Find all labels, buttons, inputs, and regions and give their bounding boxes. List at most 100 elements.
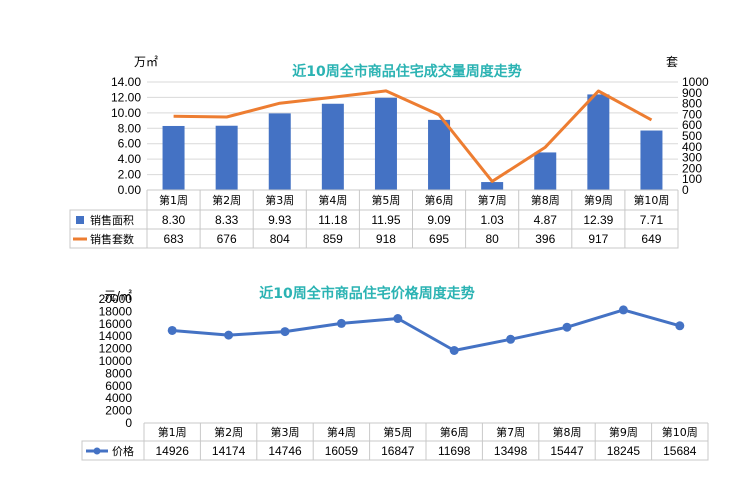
chart1-y2-tick: 0 xyxy=(682,183,689,197)
chart1-y2-tick: 500 xyxy=(682,129,702,143)
chart1-y-tick: 12.00 xyxy=(111,90,141,104)
chart1-bar xyxy=(534,152,557,190)
chart1-data-label: 1.03 xyxy=(480,213,504,227)
chart2-point xyxy=(675,321,685,331)
chart1-data-label: 8.30 xyxy=(162,213,186,227)
chart2-data-label: 16847 xyxy=(381,444,415,458)
chart1-bar xyxy=(162,125,185,190)
chart1-category-label: 第5周 xyxy=(371,193,400,207)
chart2-category-label: 第8周 xyxy=(553,425,582,439)
chart2-y-tick: 12000 xyxy=(99,342,133,356)
chart1-category-label: 第4周 xyxy=(318,193,347,207)
chart1-y2-tick: 100 xyxy=(682,172,702,186)
chart1-category-label: 第3周 xyxy=(265,193,294,207)
chart1-y-tick: 14.00 xyxy=(111,75,141,89)
chart1-title: 近10周全市商品住宅成交量周度走势 xyxy=(292,63,521,80)
chart1-data-label: 859 xyxy=(323,232,343,246)
chart1-left-unit: 万㎡ xyxy=(134,55,158,69)
chart1-data-label: 9.93 xyxy=(268,213,292,227)
chart1-y2-tick: 800 xyxy=(682,97,702,111)
chart1-y-tick: 8.00 xyxy=(118,121,142,135)
chart1-y2-tick: 700 xyxy=(682,107,702,121)
chart2-category-label: 第1周 xyxy=(158,425,187,439)
chart2-category-label: 第9周 xyxy=(609,425,638,439)
chart1-data-label: 918 xyxy=(376,232,396,246)
chart1-data-label: 917 xyxy=(588,232,608,246)
chart1-y-tick: 10.00 xyxy=(111,106,141,120)
chart1-series-line xyxy=(173,89,653,183)
chart2-category-label: 第7周 xyxy=(496,425,525,439)
chart1-category-label: 第7周 xyxy=(478,193,507,207)
chart2-y-tick: 8000 xyxy=(105,366,132,380)
chart2-point xyxy=(393,314,403,324)
chart1-bar xyxy=(215,125,238,190)
chart1-y-tick: 0.00 xyxy=(118,183,142,197)
chart2-y-tick: 20000 xyxy=(99,292,133,306)
chart2-series-line xyxy=(172,308,681,352)
chart2-category-label: 第5周 xyxy=(383,425,412,439)
chart2-y-tick: 2000 xyxy=(105,404,132,418)
chart1-data-label: 11.18 xyxy=(318,213,347,227)
chart1-legend-name: 销售套数 xyxy=(90,232,134,246)
chart2-y-tick: 10000 xyxy=(99,354,133,368)
chart1-bar xyxy=(428,119,451,190)
chart2-category-label: 第4周 xyxy=(327,425,356,439)
chart1-data-label: 4.87 xyxy=(534,213,558,227)
chart1-y2-tick: 300 xyxy=(682,151,702,165)
chart1-category-label: 第8周 xyxy=(531,193,560,207)
chart1-data-label: 80 xyxy=(485,232,499,246)
chart2-y-tick: 16000 xyxy=(99,317,133,331)
chart1-bar xyxy=(321,103,344,190)
chart2-data-label: 15447 xyxy=(550,444,584,458)
chart1-legend-name: 销售面积 xyxy=(90,213,134,227)
chart2-y-tick: 6000 xyxy=(105,379,132,393)
chart1-category-label: 第9周 xyxy=(584,193,613,207)
chart1-data-label: 396 xyxy=(535,232,555,246)
chart1-y-tick: 6.00 xyxy=(118,137,142,151)
chart2-point xyxy=(618,305,628,315)
chart2-point xyxy=(449,345,459,355)
chart2-data-label: 14926 xyxy=(156,444,190,458)
chart1-bar xyxy=(481,182,504,190)
chart1-y-tick: 2.00 xyxy=(118,168,142,182)
chart1-data-label: 9.09 xyxy=(427,213,451,227)
chart2-point xyxy=(336,318,346,328)
chart1-y2-tick: 200 xyxy=(682,161,702,175)
chart2-title: 近10周全市商品住宅价格周度走势 xyxy=(259,285,474,302)
chart1-data-label: 12.39 xyxy=(583,213,613,227)
chart2-point xyxy=(506,334,516,344)
chart1-y2-tick: 900 xyxy=(682,86,702,100)
chart1-bar xyxy=(374,97,397,190)
chart1-bar xyxy=(640,130,663,190)
chart2-category-label: 第3周 xyxy=(271,425,300,439)
chart1-y2-tick: 600 xyxy=(682,118,702,132)
chart1-data-label: 683 xyxy=(164,232,184,246)
chart1-data-label: 8.33 xyxy=(215,213,239,227)
chart2-data-label: 13498 xyxy=(494,444,528,458)
chart1-data-label: 676 xyxy=(217,232,237,246)
chart1-right-unit: 套 xyxy=(666,55,678,69)
chart2-data-label: 15684 xyxy=(663,444,697,458)
chart1-y-tick: 4.00 xyxy=(118,152,142,166)
chart2-point xyxy=(224,330,234,340)
chart1-data-label: 804 xyxy=(270,232,290,246)
chart1-data-label: 11.95 xyxy=(371,213,400,227)
chart2-y-tick: 0 xyxy=(125,416,132,430)
chart2-y-tick: 4000 xyxy=(105,391,132,405)
chart1-legend-swatch-bar xyxy=(76,216,84,224)
chart2-data-label: 14746 xyxy=(268,444,302,458)
chart1-y2-tick: 400 xyxy=(682,140,702,154)
chart1-category-label: 第2周 xyxy=(212,193,241,207)
chart2-point xyxy=(167,325,177,335)
chart2-category-label: 第6周 xyxy=(440,425,469,439)
chart2-data-label: 18245 xyxy=(607,444,641,458)
chart2-data-label: 16059 xyxy=(325,444,359,458)
chart1-category-label: 第6周 xyxy=(425,193,454,207)
chart2-legend-name: 价格 xyxy=(112,444,134,458)
chart1-bar xyxy=(268,113,291,190)
chart2-data-label: 11698 xyxy=(438,444,471,458)
chart1-category-label: 第1周 xyxy=(159,193,188,207)
chart2-category-label: 第2周 xyxy=(214,425,243,439)
chart1-data-label: 7.71 xyxy=(640,213,664,227)
